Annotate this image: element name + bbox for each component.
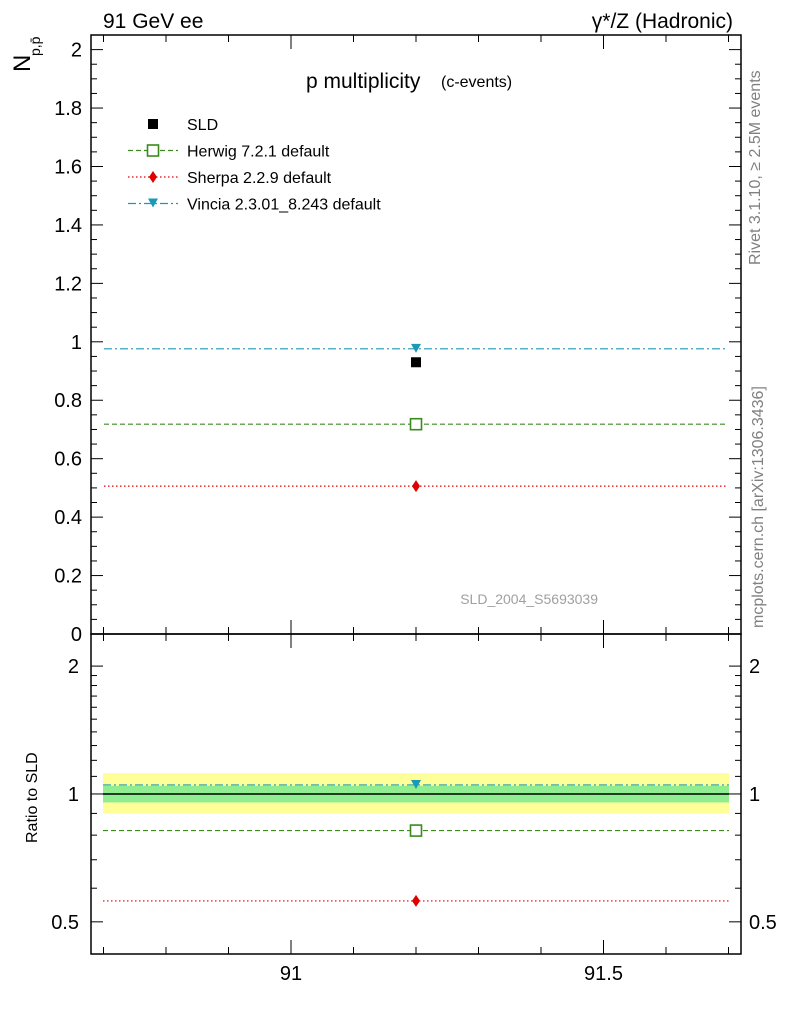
ratio-y-ticks: 0.5 0.5 1 1 2 2	[51, 656, 777, 934]
legend-marker	[148, 198, 158, 208]
series-point	[412, 480, 420, 493]
ratio-y-tick-label-left: 1	[68, 784, 79, 806]
ratio-y-tick-label-left: 2	[68, 656, 79, 678]
ratio-series-point	[409, 824, 423, 837]
main-y-tick-label: 1.4	[54, 215, 82, 237]
main-y-axis-label-main: N	[9, 55, 36, 72]
ratio-y-tick-label-right: 0.5	[749, 912, 777, 934]
main-y-tick-label: 0.4	[54, 507, 82, 529]
x-tick-label: 91.5	[584, 963, 623, 985]
legend-label: Sherpa 2.2.9 default	[187, 170, 332, 187]
main-y-tick-label: 0.8	[54, 390, 82, 412]
ratio-y-tick-label-right: 1	[749, 784, 760, 806]
ratio-y-tick-label-right: 2	[749, 656, 760, 678]
series-point	[411, 357, 421, 368]
rivet-side-label: Rivet 3.1.10, ≥ 2.5M events	[747, 70, 764, 265]
plot-title: p multiplicity	[306, 70, 421, 93]
legend-marker	[148, 119, 158, 129]
mcplots-side-label: mcplots.cern.ch [arXiv:1306.3436]	[750, 386, 767, 628]
x-tick-label: 91	[280, 963, 302, 985]
main-panel: p multiplicity (c-events) SLD_2004_S5693…	[9, 34, 742, 646]
legend: SLD Herwig 7.2.1 default Sherpa 2.2.9 defa…	[128, 117, 381, 214]
main-y-tick-label: 0	[71, 624, 82, 646]
ratio-y-tick-label-left: 0.5	[51, 912, 79, 934]
legend-marker	[146, 144, 160, 157]
main-y-axis-label: N p,p̄	[9, 36, 43, 72]
ratio-uncertainty-bands	[103, 773, 729, 814]
ratio-series-layer	[103, 779, 729, 907]
main-y-axis-label-sub: p,p̄	[27, 36, 43, 56]
legend-label: Herwig 7.2.1 default	[187, 144, 330, 161]
legend-label: SLD	[187, 117, 218, 134]
series-point	[409, 417, 423, 431]
series-point	[411, 343, 421, 353]
analysis-watermark: SLD_2004_S5693039	[460, 591, 598, 607]
ratio-series-point	[412, 894, 420, 907]
ratio-panel: 0.5 0.5 1 1 2 2 Ratio to SLD 91 91.5	[24, 35, 777, 985]
legend-marker	[149, 171, 157, 183]
legend-label: Vincia 2.3.01_8.243 default	[187, 197, 381, 214]
main-y-tick-label: 2	[71, 40, 82, 62]
ratio-y-axis-label: Ratio to SLD	[24, 752, 41, 843]
main-series-layer	[104, 343, 728, 493]
main-y-tick-label: 1.2	[54, 273, 82, 295]
plot-title-suffix: (c-events)	[441, 74, 512, 91]
ratio-series-point	[411, 779, 421, 789]
x-axis-ticks: 91 91.5	[103, 35, 729, 985]
main-y-tick-label: 1	[71, 332, 82, 354]
main-y-tick-label: 0.2	[54, 566, 82, 588]
main-y-tick-label: 0.6	[54, 449, 82, 471]
header-left: 91 GeV ee	[103, 10, 203, 33]
main-y-tick-label: 1.8	[54, 98, 82, 120]
header-right: γ*/Z (Hadronic)	[592, 10, 733, 33]
main-y-tick-label: 1.6	[54, 156, 82, 178]
main-y-ticks: 0 0.2 0.4 0.6 0.8 1 1.2 1.4 1.6 1.8 2	[54, 40, 741, 646]
